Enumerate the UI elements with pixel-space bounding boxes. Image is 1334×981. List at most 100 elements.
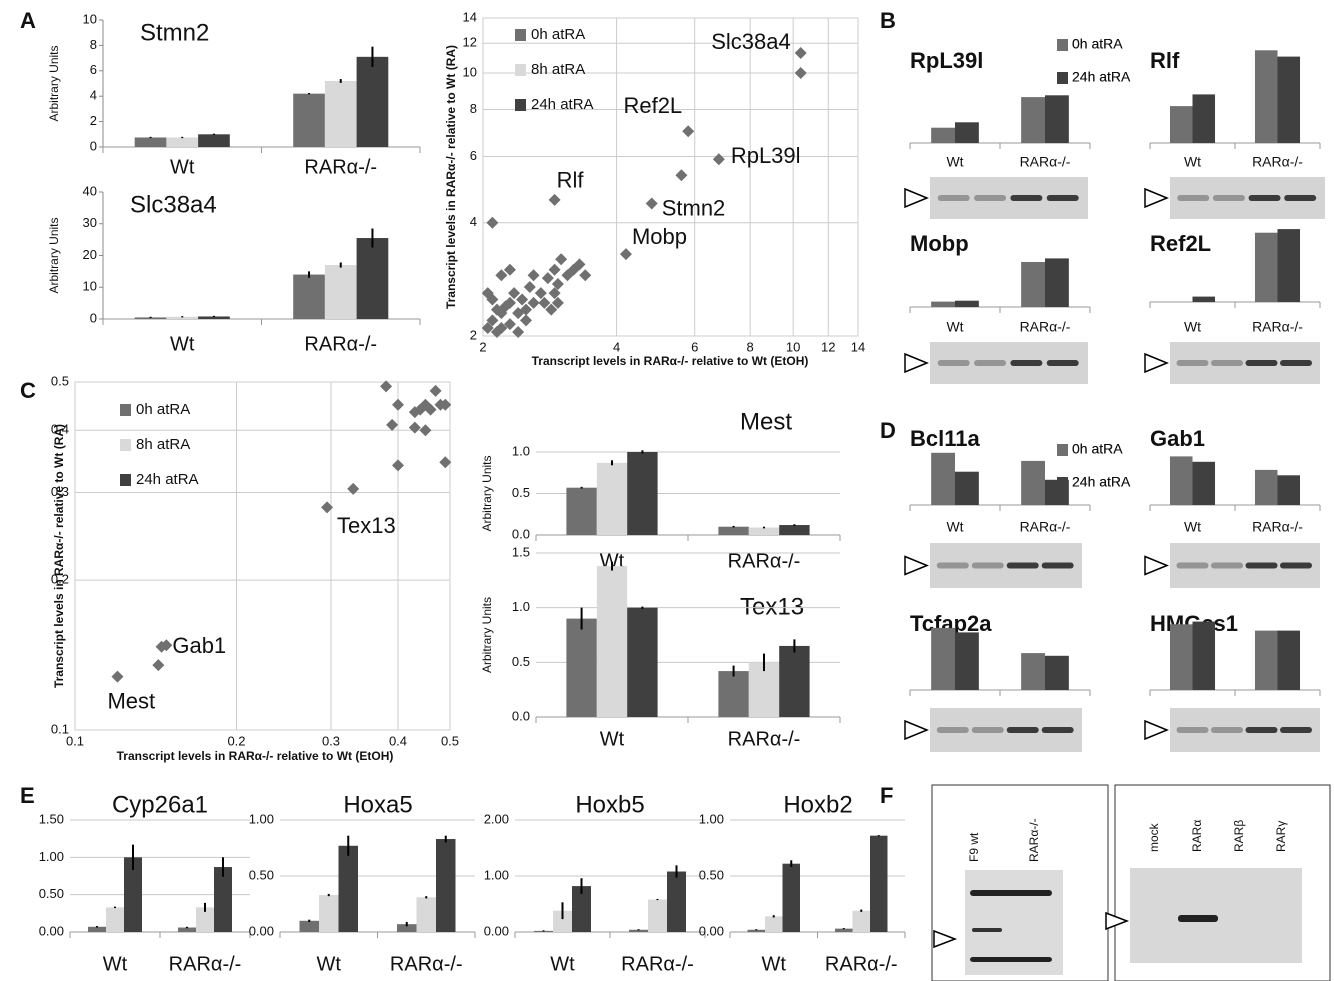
lane-label: RARα xyxy=(1190,820,1204,852)
x-tick-label: Wt xyxy=(1184,319,1201,335)
point-label: RpL39l xyxy=(731,143,801,168)
point xyxy=(439,456,451,468)
y-tick-label: 0.50 xyxy=(699,867,724,882)
y-axis-label: Arbitrary Units xyxy=(47,45,61,121)
bar xyxy=(135,137,167,147)
figure: ABCDEFStmn20246810Arbitrary UnitsWtRARα-… xyxy=(0,0,1334,981)
x-tick-label: Wt xyxy=(550,953,575,975)
x-tick-label: Wt xyxy=(170,156,195,178)
point-label: Tex13 xyxy=(337,513,396,538)
x-tick-label: Wt xyxy=(946,519,963,535)
gel-band xyxy=(1007,563,1039,569)
point xyxy=(152,659,164,671)
y-tick-label: 0.50 xyxy=(39,886,64,901)
chart-title: Gab1 xyxy=(1150,426,1205,451)
gel-band xyxy=(1177,727,1209,733)
chart-title: RpL39l xyxy=(910,48,983,73)
point xyxy=(795,47,807,59)
bar xyxy=(648,900,667,932)
point xyxy=(620,248,632,260)
y-tick-label: 4 xyxy=(90,88,97,103)
point-label: Slc38a4 xyxy=(711,29,791,54)
bar xyxy=(955,122,979,143)
legend-label: 8h atRA xyxy=(531,61,585,78)
bar xyxy=(1255,50,1278,143)
chart-title: Ref2L xyxy=(1150,231,1211,256)
legend-label: 0h atRA xyxy=(136,401,190,418)
x-tick-label: RARα-/- xyxy=(304,333,377,355)
y-tick-label: 0.00 xyxy=(484,923,509,938)
arrowhead xyxy=(905,557,927,575)
bar xyxy=(853,911,871,932)
legend-label: 24h atRA xyxy=(1072,69,1131,85)
chart-title: Tex13 xyxy=(740,593,804,620)
x-tick-label: Wt xyxy=(946,154,963,170)
y-axis-label: Arbitrary Units xyxy=(47,217,61,293)
x-tick-label: RARα-/- xyxy=(304,156,377,178)
x-tick-label: RARα-/- xyxy=(1252,519,1303,535)
x-tick-label: 0.4 xyxy=(389,733,407,748)
gel-band xyxy=(937,563,969,569)
gel-band xyxy=(1213,195,1245,201)
panel-label: A xyxy=(20,8,36,33)
panel-label: D xyxy=(880,418,896,443)
legend-label: 0h atRA xyxy=(531,26,585,43)
chart-title: Rlf xyxy=(1150,48,1180,73)
arrowhead xyxy=(1145,721,1167,739)
point xyxy=(675,169,687,181)
bar xyxy=(566,619,596,717)
bar xyxy=(1170,624,1193,690)
bar xyxy=(300,921,320,932)
bar xyxy=(931,453,955,505)
bar xyxy=(627,608,657,717)
bar xyxy=(955,632,979,690)
bar xyxy=(931,128,955,143)
y-tick-label: 1.0 xyxy=(512,443,530,458)
point-label: Ref2L xyxy=(623,93,682,118)
lane-label: RARγ xyxy=(1274,821,1288,852)
y-tick-label: 40 xyxy=(83,183,97,198)
gel-band xyxy=(1284,195,1316,201)
y-tick-label: 1.00 xyxy=(249,811,274,826)
gel-band xyxy=(1246,563,1278,569)
point xyxy=(535,287,547,299)
point-label: Gab1 xyxy=(172,633,226,658)
panel-label: C xyxy=(20,378,36,403)
gel-band xyxy=(974,360,1006,366)
bar xyxy=(955,301,979,307)
point xyxy=(682,125,694,137)
bar xyxy=(198,134,230,147)
x-tick-label: RARα-/- xyxy=(621,953,694,975)
bar xyxy=(749,528,779,535)
y-tick-label: 0.50 xyxy=(249,867,274,882)
x-tick-label: RARα-/- xyxy=(1020,319,1071,335)
point xyxy=(392,399,404,411)
chart-title: Hoxa5 xyxy=(343,791,412,818)
bar xyxy=(1193,94,1216,143)
y-tick-label: 14 xyxy=(463,9,477,24)
bar xyxy=(597,463,627,535)
y-tick-label: 0 xyxy=(90,138,97,153)
bar xyxy=(931,628,955,690)
gel-band xyxy=(938,360,970,366)
bar xyxy=(779,646,809,717)
bar xyxy=(783,864,801,932)
y-tick-label: 0.00 xyxy=(39,923,64,938)
x-tick-label: 0.2 xyxy=(227,733,245,748)
bar xyxy=(1278,57,1301,143)
x-tick-label: 4 xyxy=(613,339,620,354)
point xyxy=(524,281,536,293)
y-tick-label: 20 xyxy=(83,247,97,262)
x-tick-label: Wt xyxy=(317,953,342,975)
y-tick-label: 0.5 xyxy=(51,373,69,388)
point xyxy=(111,671,123,683)
gel-band xyxy=(1047,195,1079,201)
legend-swatch xyxy=(1057,72,1068,84)
bar xyxy=(718,527,748,535)
bar xyxy=(779,525,809,535)
gel-band xyxy=(1042,563,1074,569)
legend-swatch xyxy=(120,474,131,486)
panel-label: E xyxy=(20,783,35,808)
bar xyxy=(1021,653,1045,690)
point xyxy=(392,459,404,471)
